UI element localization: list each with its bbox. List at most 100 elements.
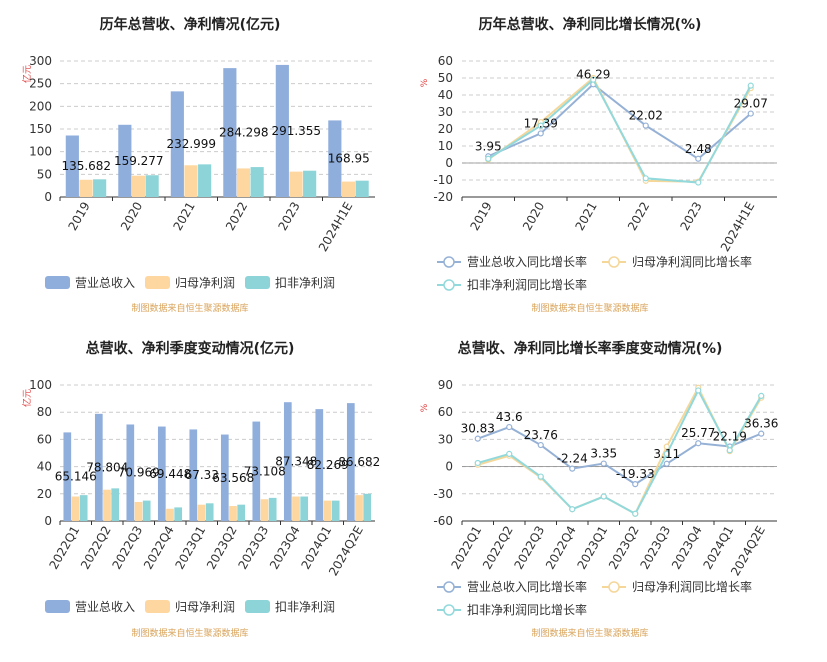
y-tick-label: 200: [29, 99, 52, 113]
bar-net-profit: [341, 181, 356, 197]
legend-swatch: [245, 276, 270, 289]
bar-revenue: [118, 124, 132, 197]
data-label: 63.568: [212, 471, 254, 485]
legend-swatch: [245, 600, 270, 613]
series-point: [632, 510, 639, 517]
series-point: [642, 122, 649, 129]
bar-deducted-profit: [205, 503, 214, 521]
chart-title: 历年总营收、净利情况(亿元): [100, 16, 281, 33]
y-tick-label: 150: [29, 122, 52, 136]
bar-deducted-profit: [93, 179, 107, 197]
bar-deducted-profit: [145, 175, 159, 197]
x-tick-label: 2024H1E: [718, 200, 758, 254]
series-point: [758, 392, 765, 399]
series-point: [474, 435, 481, 442]
bar-net-profit: [71, 496, 80, 521]
chart-title: 历年总营收、净利同比增长情况(%): [479, 16, 702, 33]
data-label: 36.36: [744, 417, 778, 431]
source-note: 制图数据来自恒生聚源数据库: [131, 302, 248, 314]
source-note: 制图数据来自恒生聚源数据库: [531, 627, 648, 639]
series-point: [569, 506, 576, 513]
y-tick-label: -20: [433, 190, 453, 204]
bar-net-profit: [236, 168, 251, 197]
series-line-2: [487, 78, 752, 184]
data-label: -19.33: [616, 467, 655, 481]
bar-revenue: [346, 403, 355, 521]
x-tick-label: 2020: [118, 200, 145, 233]
bar-deducted-profit: [250, 167, 264, 197]
series-point: [506, 450, 513, 458]
bar-net-profit: [292, 496, 300, 521]
series-point: [726, 447, 733, 454]
bar-net-profit: [260, 499, 269, 521]
y-tick-label: 90: [438, 378, 453, 392]
bar-net-profit: [184, 165, 198, 197]
bar-net-profit: [197, 504, 206, 521]
y-tick-label: -30: [433, 487, 453, 501]
legend: 营业总收入 归母净利润 扣非净利润: [45, 276, 335, 290]
bar-revenue: [252, 421, 261, 521]
legend-label: 扣非净利润: [275, 600, 335, 614]
series-point: [600, 493, 607, 500]
bar-revenue: [275, 64, 289, 197]
legend-label: 营业总收入同比增长率: [467, 254, 587, 269]
bar-revenue: [157, 426, 166, 521]
bar-deducted-profit: [363, 493, 372, 521]
bar-revenue: [328, 120, 342, 197]
x-tick-label: 2021: [170, 200, 197, 233]
series-point: [695, 387, 702, 394]
series-line-2: [477, 388, 763, 516]
bar-revenue: [223, 68, 237, 197]
y-tick-label: 0: [44, 514, 52, 528]
x-tick-label: 2022: [625, 200, 652, 233]
series-point: [747, 110, 754, 117]
bar-revenue: [63, 432, 72, 521]
bar-revenue: [315, 409, 324, 521]
data-label: 25.77: [681, 426, 715, 440]
data-label: 135.682: [61, 159, 111, 173]
annual-amount-chart: 历年总营收、净利情况(亿元) 亿元 0 50 100 150 200 250 300 2019 20…: [21, 16, 375, 314]
chart-title: 总营收、净利同比增长率季度变动情况(%): [458, 340, 723, 357]
y-tick-label: 30: [438, 105, 453, 119]
data-label: 65.146: [55, 470, 97, 484]
legend-label: 归母净利润同比增长率: [632, 579, 752, 594]
data-label: 22.02: [629, 109, 663, 123]
y-tick-label: 40: [438, 88, 453, 102]
series-line-0: [487, 82, 752, 161]
data-label: 43.6: [496, 410, 523, 424]
legend-label: 扣非净利润: [275, 276, 335, 290]
y-tick-label: -10: [433, 173, 453, 187]
x-tick-label: 2020: [520, 200, 547, 233]
bar-revenue: [189, 429, 198, 521]
axis-unit-label: %: [420, 78, 430, 87]
bar-net-profit: [134, 501, 143, 521]
data-label: 3.35: [590, 447, 617, 461]
bar-deducted-profit: [198, 164, 212, 197]
data-label: 78.804: [86, 460, 128, 474]
quarterly-growth-chart: 总营收、净利同比增长率季度变动情况(%)%-60-3003060902022Q1…: [420, 340, 778, 639]
series-point: [537, 122, 544, 129]
series-point: [695, 179, 702, 186]
x-tick-label: 2023: [677, 200, 704, 233]
source-note: 制图数据来自恒生聚源数据库: [531, 302, 648, 314]
legend-swatch-marker: [608, 256, 620, 268]
data-label: 29.07: [734, 97, 768, 111]
y-tick-label: 50: [438, 71, 453, 85]
legend-label: 营业总收入同比增长率: [467, 579, 587, 594]
series-point: [663, 460, 670, 467]
x-tick-label: 2019: [467, 200, 494, 233]
series-point: [747, 82, 754, 89]
series-point: [600, 460, 607, 467]
legend-swatch-marker: [443, 581, 455, 593]
series-point: [537, 473, 544, 480]
data-label: -2.24: [557, 452, 588, 466]
series-point: [758, 430, 765, 437]
bar-deducted-profit: [111, 488, 120, 521]
legend-swatch: [145, 276, 170, 289]
series-point: [663, 450, 670, 458]
bar-deducted-profit: [268, 497, 277, 521]
bar-net-profit: [355, 495, 363, 521]
bar-deducted-profit: [174, 507, 183, 521]
x-tick-label: 2019: [65, 200, 92, 233]
